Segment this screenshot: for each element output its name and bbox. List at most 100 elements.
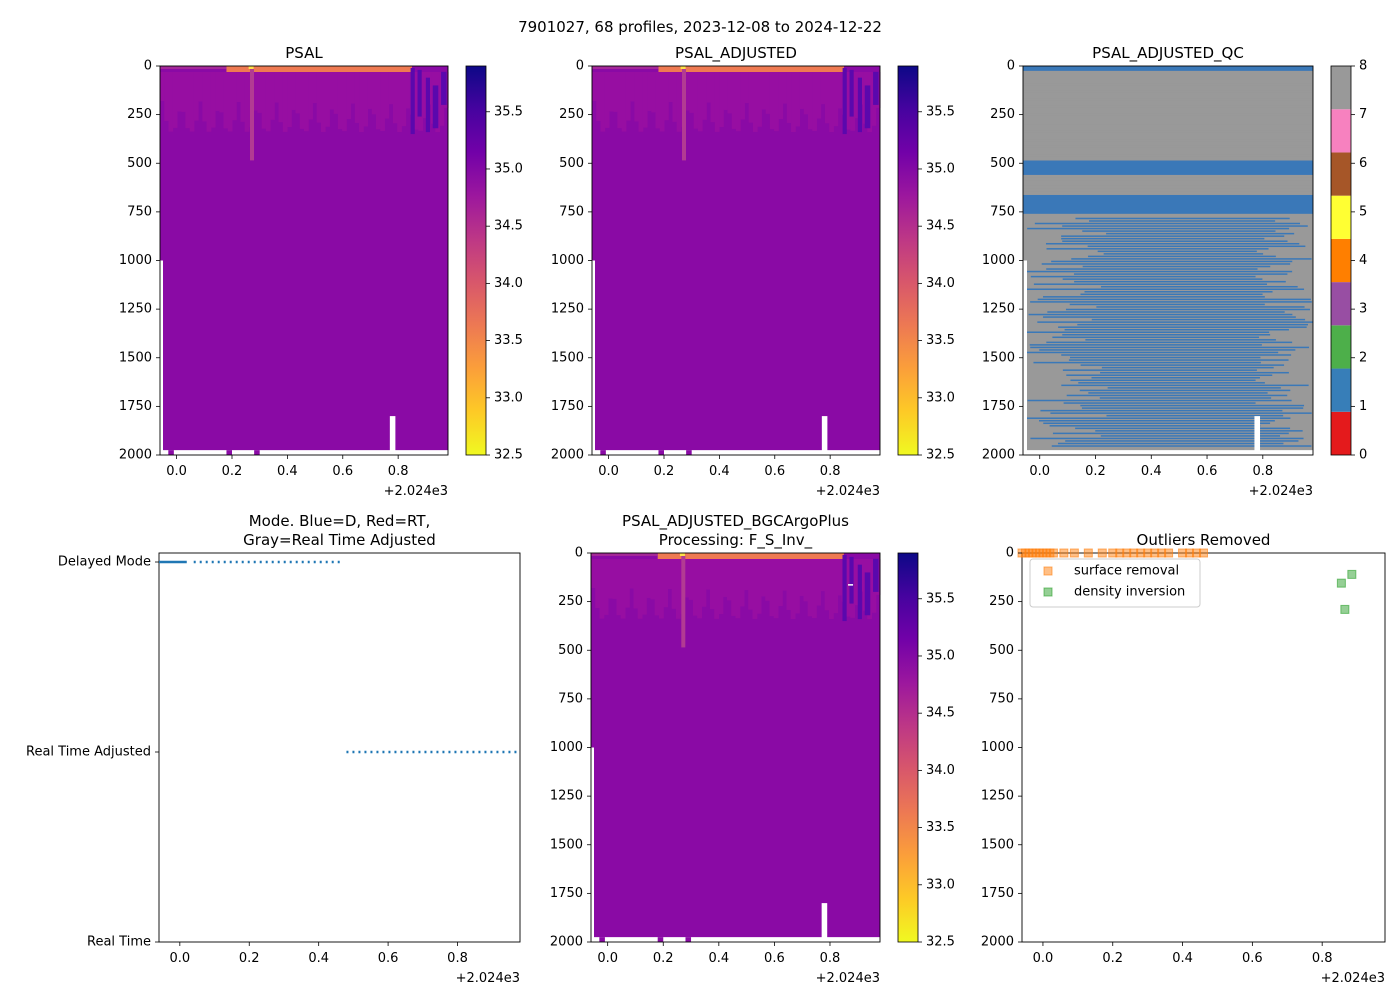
qc-row-flag1 xyxy=(1025,288,1305,291)
x-tick-label: 0.4 xyxy=(708,951,729,966)
heatmap-high-cell xyxy=(864,572,871,616)
heatmap-cell xyxy=(701,559,707,607)
heatmap-surface-cell xyxy=(658,66,844,72)
x-tick-label: 0.6 xyxy=(764,464,785,479)
y-tick-label: 1000 xyxy=(119,253,152,268)
qc-gap xyxy=(1023,260,1027,455)
colorbar-class-1 xyxy=(1331,368,1351,412)
heatmap-cell xyxy=(223,72,229,129)
qc-row-flag1 xyxy=(1043,316,1296,318)
x-offset-label: +2.024e3 xyxy=(816,971,880,986)
heatmap-cell xyxy=(363,72,369,127)
heatmap-cell xyxy=(236,72,241,103)
qc-row-flag1 xyxy=(1096,306,1305,308)
y-tick-label: 1500 xyxy=(982,350,1015,365)
heatmap-cell xyxy=(650,559,656,600)
qc-row-flag1 xyxy=(1037,298,1311,301)
heatmap-surface-cell xyxy=(160,66,227,69)
y-tick-label: 1750 xyxy=(550,886,583,901)
colorbar-tick-label: 34.5 xyxy=(926,706,955,721)
heatmap-cell xyxy=(807,559,813,617)
heatmap-high-cell xyxy=(441,71,447,105)
qc-row-flag8 xyxy=(1023,83,1313,87)
y-tick-label: 750 xyxy=(127,204,152,219)
heatmap-cell xyxy=(719,72,724,128)
qc-row-flag1 xyxy=(1046,248,1269,250)
surface-removal-point xyxy=(1164,548,1174,558)
colorbar-tick-label: 35.5 xyxy=(494,104,523,119)
heatmap-cell xyxy=(320,72,326,132)
qc-row-flag1 xyxy=(1065,440,1299,442)
qc-row-flag1 xyxy=(1077,323,1308,326)
colorbar-tick-label: 34.5 xyxy=(926,219,955,234)
qc-row-flag1 xyxy=(1069,356,1261,359)
y-tick-label: 2000 xyxy=(550,935,583,950)
colorbar-tick-label: 34.0 xyxy=(494,276,523,291)
qc-row-flag8 xyxy=(1023,191,1313,195)
colorbar-tick-label: 0 xyxy=(1359,448,1367,463)
axes-title: Outliers Removed xyxy=(1137,531,1271,549)
heatmap-cell xyxy=(778,72,784,119)
qc-row-flag1 xyxy=(1027,399,1292,402)
heatmap-cell xyxy=(833,72,839,127)
chart-psal_bgc: 0.0 0.2 0.4 0.6 0.8 +2.024e3 0 250 500 750 1000 125… xyxy=(550,512,955,986)
heatmap-cell xyxy=(359,72,364,133)
x-tick-label: 0.4 xyxy=(1141,464,1162,479)
qc-row-flag1 xyxy=(1088,255,1276,258)
heatmap-cell xyxy=(761,559,766,597)
heatmap-cell xyxy=(376,72,381,130)
qc-row-flag8 xyxy=(1023,128,1313,133)
heatmap-cell xyxy=(253,72,258,111)
surface-removal-point xyxy=(1048,548,1058,558)
heatmap-cell xyxy=(647,72,652,111)
x-offset-label: +2.024e3 xyxy=(1321,971,1385,986)
heatmap-cell xyxy=(706,72,712,103)
qc-row-flag1 xyxy=(1045,242,1300,245)
x-tick-label: 0.2 xyxy=(654,464,675,479)
heatmap-cell xyxy=(168,72,174,132)
heatmap-cell xyxy=(676,72,682,132)
heatmap-cell xyxy=(397,72,402,133)
qc-row-flag1 xyxy=(1034,222,1301,225)
qc-row-flag1 xyxy=(1079,389,1291,392)
qc-row-flag1 xyxy=(1082,265,1271,268)
heatmap-cell xyxy=(714,72,720,132)
chart-outliers: 0.0 0.2 0.4 0.6 0.8 +2.024e3 0 250 500 750 1000 125… xyxy=(981,531,1386,986)
heatmap-cell xyxy=(342,72,347,132)
heatmap-cell xyxy=(261,72,267,129)
y-tick-label: 250 xyxy=(990,107,1015,122)
heatmap-cell xyxy=(846,559,851,617)
heatmap-high-cell xyxy=(857,77,862,133)
legend-marker xyxy=(1043,566,1053,576)
heatmap-cell xyxy=(257,72,263,113)
heatmap-cell xyxy=(295,72,301,114)
qc-row-flag1 xyxy=(1029,344,1262,346)
heatmap-cell xyxy=(651,72,657,113)
heatmap-cell xyxy=(816,559,821,606)
y-tick-label: 1750 xyxy=(119,399,152,414)
heatmap-cell xyxy=(193,72,199,121)
heatmap-cell xyxy=(799,72,805,109)
heatmap-cell xyxy=(227,72,233,132)
heatmap-high-cell xyxy=(842,67,847,135)
y-tick-label: 500 xyxy=(558,643,583,658)
heatmap-surface-cell xyxy=(680,66,686,69)
heatmap-cell xyxy=(198,72,203,102)
qc-row-flag1 xyxy=(1068,359,1289,361)
heatmap-cell xyxy=(282,72,288,132)
heatmap-cell xyxy=(837,72,843,109)
heatmap-cell xyxy=(693,72,699,129)
y-category-label: Delayed Mode xyxy=(58,555,151,570)
heatmap-cell xyxy=(748,72,754,123)
qc-row-flag1 xyxy=(1081,407,1304,409)
heatmap-cell xyxy=(799,559,804,596)
heatmap-cell xyxy=(688,559,694,600)
x-tick-label: 0.2 xyxy=(653,951,674,966)
axes-frame xyxy=(158,552,521,943)
heatmap-cell xyxy=(710,559,715,610)
colorbar-tick-label: 35.5 xyxy=(926,591,955,606)
x-tick-label: 0.0 xyxy=(1033,951,1054,966)
y-category-label: Real Time Adjusted xyxy=(26,745,151,760)
qc-row-flag8 xyxy=(1023,177,1313,181)
qc-row-flag1 xyxy=(1087,245,1306,248)
